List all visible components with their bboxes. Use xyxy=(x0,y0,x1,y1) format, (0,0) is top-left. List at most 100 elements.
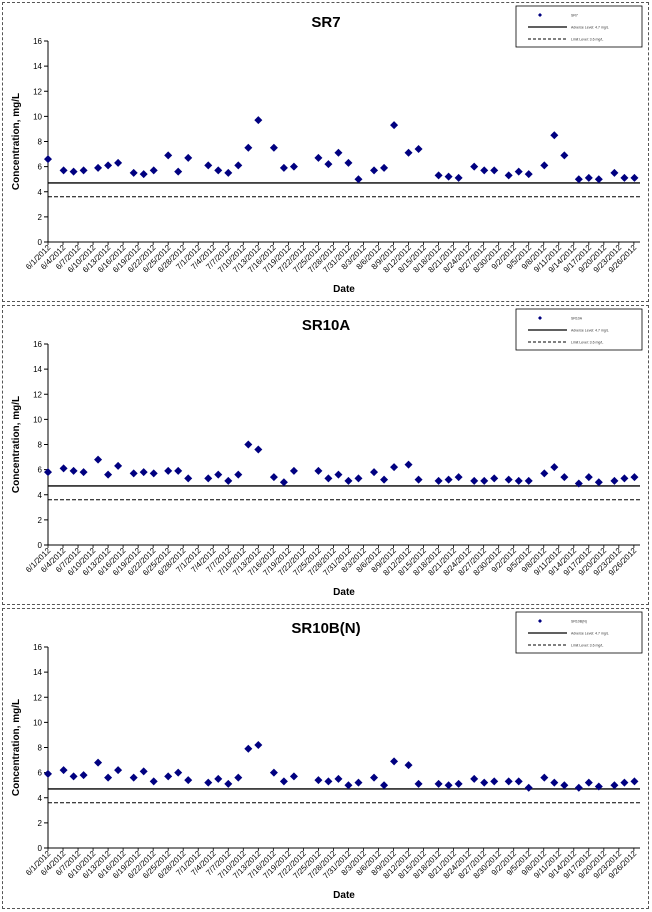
data-point xyxy=(584,778,593,787)
data-point xyxy=(434,171,443,180)
data-point xyxy=(480,476,489,485)
data-point xyxy=(594,782,603,791)
data-point xyxy=(370,166,379,175)
data-point xyxy=(560,781,569,790)
data-point xyxy=(69,772,78,781)
data-point xyxy=(214,470,223,479)
legend-entry-1: Adverse Level: 4.7 mg/L xyxy=(571,632,609,636)
data-point xyxy=(504,475,513,484)
data-point xyxy=(594,175,603,184)
y-tick-label: 16 xyxy=(33,643,42,652)
data-point xyxy=(289,772,298,781)
chart-title: SR7 xyxy=(311,14,340,31)
data-point xyxy=(390,121,399,130)
y-tick-label: 12 xyxy=(33,390,42,399)
chart-svg-sr10bn: SR10B(N) SR10B(N) Adverse Level: 4.7 mg/L L… xyxy=(11,611,643,901)
legend-entry-2: Limit Level: 3.6 mg/L xyxy=(571,38,603,42)
data-point xyxy=(514,476,523,485)
data-point xyxy=(204,161,213,170)
data-point xyxy=(404,148,413,157)
data-point xyxy=(370,468,379,477)
data-point xyxy=(314,466,323,475)
data-point xyxy=(279,777,288,786)
chart-svg-sr7: SR7 SR7 Adverse Level: 4.7 mg/L Limit Level… xyxy=(11,5,643,295)
data-point xyxy=(344,476,353,485)
data-point xyxy=(224,476,233,485)
data-point xyxy=(269,473,278,482)
data-point xyxy=(204,474,213,483)
y-tick-label: 10 xyxy=(33,415,42,424)
data-point xyxy=(324,474,333,483)
data-point xyxy=(139,468,148,477)
data-point xyxy=(139,767,148,776)
data-point xyxy=(314,153,323,162)
data-point xyxy=(524,476,533,485)
data-point xyxy=(344,781,353,790)
data-point xyxy=(79,468,88,477)
data-point xyxy=(254,116,263,125)
data-point xyxy=(434,779,443,788)
data-point xyxy=(610,476,619,485)
y-tick-label: 6 xyxy=(38,163,43,172)
data-point xyxy=(184,153,193,162)
data-point xyxy=(69,466,78,475)
y-tick-label: 16 xyxy=(33,340,42,349)
data-point xyxy=(630,473,639,482)
data-point xyxy=(244,143,253,152)
data-point xyxy=(574,783,583,792)
data-point xyxy=(59,166,68,175)
data-point xyxy=(289,162,298,171)
legend-marker-symbol xyxy=(538,316,542,320)
data-point xyxy=(129,773,138,782)
data-point xyxy=(470,162,479,171)
data-point xyxy=(174,768,183,777)
chart-title: SR10A xyxy=(302,317,351,334)
data-point xyxy=(314,776,323,785)
y-tick-label: 0 xyxy=(38,541,43,550)
data-point xyxy=(620,173,629,182)
y-tick-label: 14 xyxy=(33,365,42,374)
data-point xyxy=(324,160,333,169)
data-point xyxy=(620,474,629,483)
data-point xyxy=(214,166,223,175)
data-point xyxy=(630,777,639,786)
data-point xyxy=(444,781,453,790)
chart-title: SR10B(N) xyxy=(291,620,360,637)
y-tick-label: 4 xyxy=(38,188,43,197)
y-tick-label: 16 xyxy=(33,37,42,46)
legend: SR10A Adverse Level: 4.7 mg/L Limit Level:… xyxy=(515,308,643,351)
data-point xyxy=(470,476,479,485)
data-point xyxy=(414,145,423,154)
data-point xyxy=(610,781,619,790)
data-point xyxy=(404,761,413,770)
data-point xyxy=(69,167,78,176)
data-point xyxy=(480,778,489,787)
data-point xyxy=(289,466,298,475)
data-point xyxy=(414,475,423,484)
data-point xyxy=(560,151,569,160)
data-point xyxy=(540,161,549,170)
legend-entry-0: SR10B(N) xyxy=(571,620,587,624)
data-point xyxy=(164,151,173,160)
data-point xyxy=(434,476,443,485)
data-point xyxy=(234,161,243,170)
chart-svg-sr10a: SR10A SR10A Adverse Level: 4.7 mg/L Limit L… xyxy=(11,308,643,598)
data-point xyxy=(94,758,103,767)
x-axis-label: Date xyxy=(333,284,355,295)
data-point xyxy=(584,173,593,182)
legend-entry-0: SR7 xyxy=(571,14,578,18)
data-point xyxy=(480,166,489,175)
y-tick-label: 12 xyxy=(33,87,42,96)
x-axis-label: Date xyxy=(333,587,355,598)
data-point xyxy=(244,440,253,449)
data-point xyxy=(610,168,619,177)
data-point xyxy=(490,777,499,786)
data-point xyxy=(204,778,213,787)
data-point xyxy=(540,773,549,782)
data-point xyxy=(370,773,379,782)
y-tick-label: 6 xyxy=(38,466,43,475)
data-point xyxy=(44,155,52,164)
data-point xyxy=(550,778,559,787)
data-point xyxy=(79,771,88,780)
legend-entry-2: Limit Level: 3.6 mg/L xyxy=(571,341,603,345)
